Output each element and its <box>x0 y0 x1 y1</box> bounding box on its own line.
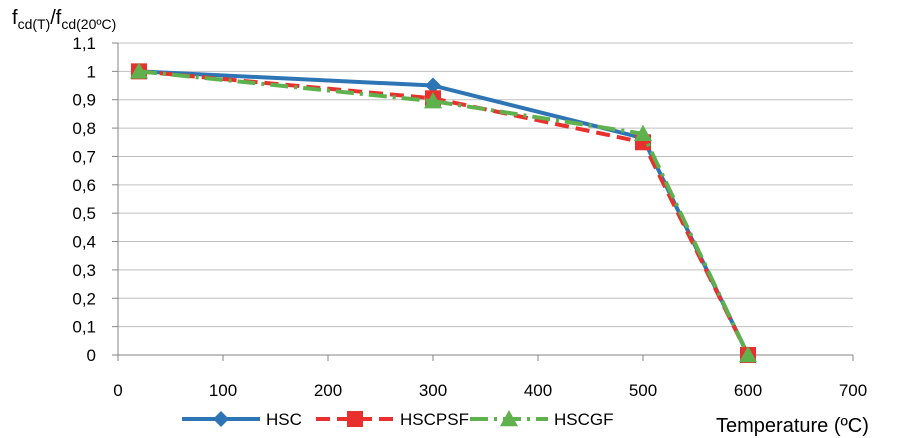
data-point-HSCGF <box>424 92 442 109</box>
x-tick-label: 200 <box>314 381 342 400</box>
x-axis-label: Temperature (ºC) <box>716 415 869 437</box>
x-tick-label: 0 <box>113 381 122 400</box>
y-tick-label: 0,9 <box>72 91 96 110</box>
legend-label: HSC <box>266 410 302 429</box>
legend-item-HSCPSF: HSCPSF <box>316 410 469 429</box>
series-HSCGF <box>130 62 757 363</box>
series-line-HSCGF <box>138 69 750 356</box>
x-tick-label: 700 <box>839 381 867 400</box>
y-tick-label: 0,5 <box>72 204 96 223</box>
y-tick-label: 0,3 <box>72 261 96 280</box>
data-point-HSC <box>425 77 441 94</box>
legend-item-HSCGF: HSCGF <box>470 410 614 429</box>
data-point-HSCGF <box>739 346 757 363</box>
legend-marker <box>213 411 229 427</box>
legend: HSC HSCPSF HSCGF <box>182 410 614 429</box>
x-tick-label: 600 <box>734 381 762 400</box>
x-tick-label: 500 <box>629 381 657 400</box>
y-tick-label: 0,7 <box>72 147 96 166</box>
y-tick-label: 0,2 <box>72 289 96 308</box>
legend-item-HSC: HSC <box>182 410 302 429</box>
legend-marker <box>347 411 363 427</box>
legend-marker <box>500 410 518 427</box>
y-tick-label: 0 <box>87 346 96 365</box>
y-tick-label: 0,6 <box>72 176 96 195</box>
y-tick-label: 1,1 <box>72 34 96 53</box>
y-tick-labels: 0 0,1 0,2 0,3 0,4 0,5 0,6 0,7 0,8 0,9 1 1,1 <box>72 34 96 365</box>
legend-label: HSCPSF <box>400 410 469 429</box>
y-axis-label: fcd(T)/fcd(20ºC) <box>12 7 116 32</box>
y-tick-label: 0,4 <box>72 233 96 252</box>
gridlines <box>112 42 853 356</box>
y-tick-label: 0,8 <box>72 119 96 138</box>
x-tick-labels: 0 100 200 300 400 500 600 700 <box>113 381 867 400</box>
x-tick-label: 100 <box>209 381 237 400</box>
y-tick-label: 1 <box>87 62 96 81</box>
x-tick-label: 400 <box>524 381 552 400</box>
data-point-HSCGF <box>634 124 652 141</box>
legend-label: HSCGF <box>554 410 614 429</box>
data-point-HSCGF <box>130 62 148 79</box>
series-layer <box>130 62 757 363</box>
axes <box>117 43 854 361</box>
y-tick-label: 0,1 <box>72 318 96 337</box>
x-tick-label: 300 <box>419 381 447 400</box>
